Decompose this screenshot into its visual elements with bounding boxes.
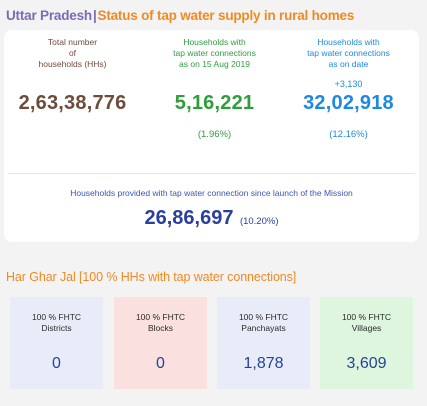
baseline-connections-stat: Households with tap water connections as… — [147, 37, 282, 140]
mission-value-row: 26,86,697 (10.20%) — [4, 207, 419, 230]
tile-label-line2: Districts — [41, 323, 72, 333]
tile-label-line2: Blocks — [147, 323, 174, 333]
fhtc-districts-value: 0 — [52, 355, 61, 372]
tile-label-line1: 100 % FHTC — [341, 312, 392, 322]
total-delta-spacer — [10, 77, 135, 91]
baseline-connections-percent: (1.96%) — [197, 129, 232, 140]
total-households-value: 2,63,38,776 — [18, 92, 127, 114]
fhtc-blocks-label: 100 % FHTC Blocks — [114, 312, 207, 334]
tile-label-line1: 100 % FHTC — [238, 312, 289, 322]
fhtc-districts-label: 100 % FHTC Districts — [10, 312, 103, 334]
fhtc-blocks-tile: 100 % FHTC Blocks 0 — [114, 297, 207, 389]
baseline-connections-label: Households with tap water connections as… — [147, 37, 282, 77]
current-label-line3: as on date — [328, 59, 369, 69]
fhtc-villages-value: 3,609 — [346, 355, 387, 372]
fhtc-villages-label: 100 % FHTC Villages — [320, 312, 413, 334]
har-ghar-jal-title: Har Ghar Jal [100 % HHs with tap water c… — [6, 270, 297, 284]
header-separator: | — [92, 8, 97, 23]
fhtc-villages-tile: 100 % FHTC Villages 3,609 — [320, 297, 413, 389]
baseline-delta-spacer — [147, 77, 282, 91]
current-connections-stat: Households with tap water connections as… — [281, 37, 416, 140]
tile-label-line1: 100 % FHTC — [135, 312, 186, 322]
total-label-line1: Total number — [47, 37, 98, 47]
baseline-connections-value: 5,16,221 — [174, 92, 255, 114]
current-connections-delta: +3,130 — [334, 79, 363, 89]
mission-stat: Households provided with tap water conne… — [4, 188, 419, 230]
total-households-label: Total number of households (HHs) — [10, 37, 135, 77]
fhtc-panchayats-label: 100 % FHTC Panchayats — [217, 312, 310, 334]
current-connections-percent: (12.16%) — [329, 129, 368, 140]
total-label-line3: households (HHs) — [38, 59, 107, 69]
tile-label-line1: 100 % FHTC — [31, 312, 82, 322]
state-name: Uttar Pradesh — [6, 8, 92, 23]
fhtc-panchayats-value: 1,878 — [243, 355, 284, 372]
total-households-stat: Total number of households (HHs) 2,63,38… — [10, 37, 135, 115]
current-connections-label: Households with tap water connections as… — [281, 37, 416, 77]
mission-value: 26,86,697 — [144, 207, 234, 229]
total-label-line2: of — [68, 48, 77, 58]
fhtc-panchayats-tile: 100 % FHTC Panchayats 1,878 — [217, 297, 310, 389]
fhtc-tiles: 100 % FHTC Districts 0 100 % FHTC Blocks… — [10, 297, 415, 389]
card-divider — [8, 173, 415, 174]
baseline-label-line3: as on 15 Aug 2019 — [179, 59, 250, 69]
mission-label: Households provided with tap water conne… — [70, 188, 353, 198]
baseline-label-line2: tap water connections — [173, 48, 256, 58]
fhtc-blocks-value: 0 — [156, 355, 165, 372]
tile-label-line2: Panchayats — [241, 323, 286, 333]
current-label-line2: tap water connections — [307, 48, 390, 58]
baseline-label-line1: Households with — [183, 37, 246, 47]
tile-label-line2: Villages — [351, 323, 382, 333]
page-title: Status of tap water supply in rural home… — [97, 8, 355, 23]
page-header: Uttar Pradesh|Status of tap water supply… — [6, 8, 421, 23]
fhtc-districts-tile: 100 % FHTC Districts 0 — [10, 297, 103, 389]
mission-percent: (10.20%) — [239, 216, 279, 227]
current-label-line1: Households with — [317, 37, 380, 47]
current-connections-value: 32,02,918 — [303, 92, 394, 114]
summary-card: Total number of households (HHs) 2,63,38… — [4, 30, 419, 242]
